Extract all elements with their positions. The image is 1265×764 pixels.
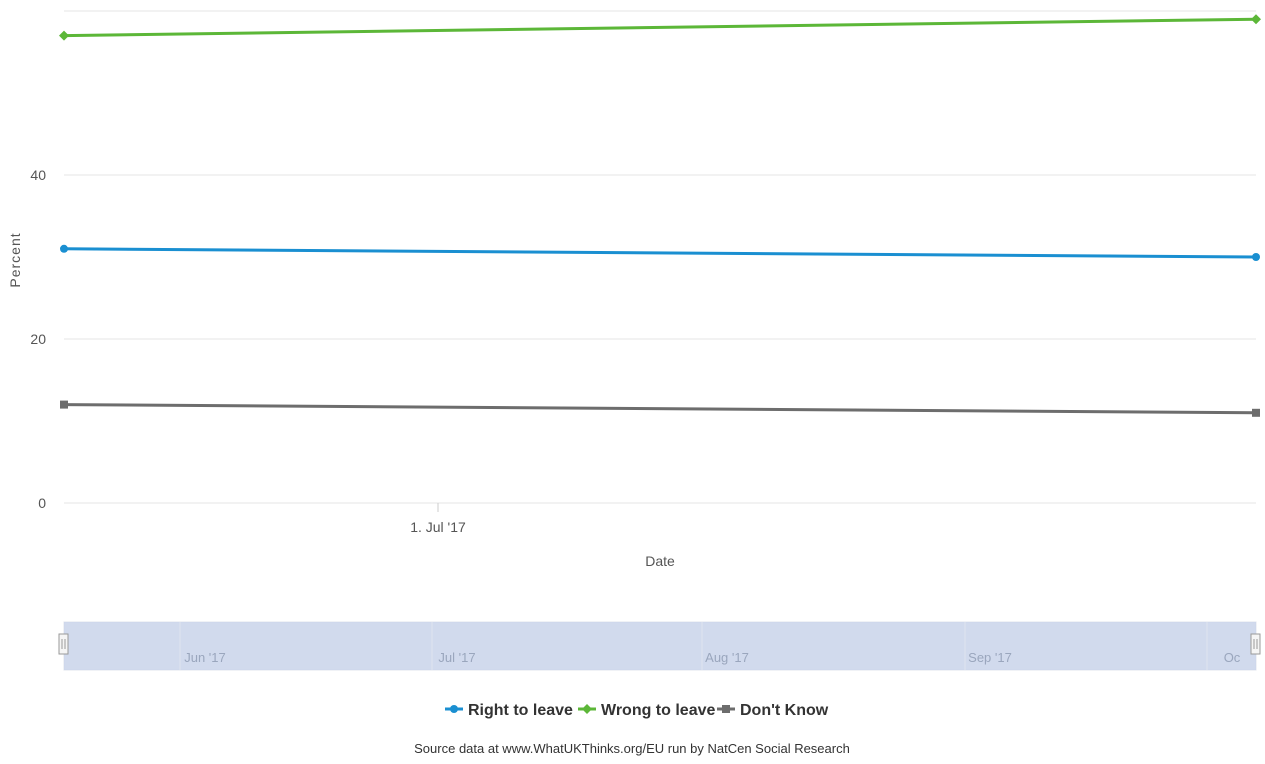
legend-label: Right to leave: [468, 702, 573, 719]
series-don-t-know: [60, 400, 1260, 417]
data-point[interactable]: [60, 400, 68, 409]
x-axis-ticks: 1. Jul '17: [410, 503, 466, 535]
legend-marker: [722, 705, 730, 713]
navigator-right-handle[interactable]: [1250, 633, 1261, 655]
navigator-label: Jul '17: [438, 650, 475, 665]
legend-item[interactable]: Right to leave: [445, 702, 573, 719]
navigator-selected-range[interactable]: [64, 622, 1256, 670]
legend-label: Don't Know: [740, 702, 829, 719]
y-axis-title: Percent: [7, 232, 23, 287]
series-line: [63, 247, 1257, 259]
navigator-label: Jun '17: [184, 650, 226, 665]
legend: Right to leave Wrong to leave Don't Know: [445, 702, 829, 719]
navigator-labels: Jun '17 Jul '17 Aug '17 Sep '17 Oc: [179, 622, 1241, 670]
series-layer: [59, 14, 1261, 417]
legend-label: Wrong to leave: [601, 702, 715, 719]
navigator-left-handle[interactable]: [58, 633, 69, 655]
series-wrong-to-leave: [59, 14, 1261, 41]
legend-item[interactable]: Wrong to leave: [578, 702, 715, 719]
legend-item[interactable]: Don't Know: [717, 702, 829, 719]
x-tick-label: 1. Jul '17: [410, 519, 466, 535]
x-axis-title: Date: [645, 553, 675, 569]
source-note: Source data at www.WhatUKThinks.org/EU r…: [414, 741, 850, 756]
series-right-to-leave: [60, 244, 1260, 261]
y-tick-label: 20: [30, 331, 46, 347]
legend-marker: [582, 704, 592, 714]
series-line: [63, 17, 1257, 38]
y-gridlines: [64, 10, 1256, 504]
series-line: [63, 403, 1257, 415]
navigator-label: Oc: [1224, 650, 1241, 665]
legend-marker: [450, 705, 458, 713]
navigator-label: Aug '17: [705, 650, 749, 665]
data-point[interactable]: [1252, 408, 1260, 417]
y-axis-ticks: 0 20 40: [30, 167, 46, 511]
y-tick-label: 40: [30, 167, 46, 183]
data-point[interactable]: [60, 244, 68, 253]
navigator-label: Sep '17: [968, 650, 1012, 665]
y-tick-label: 0: [38, 495, 46, 511]
data-point[interactable]: [59, 30, 69, 41]
data-point[interactable]: [1251, 14, 1261, 25]
data-point[interactable]: [1252, 253, 1260, 261]
navigator[interactable]: Jun '17 Jul '17 Aug '17 Sep '17 Oc: [58, 621, 1261, 671]
